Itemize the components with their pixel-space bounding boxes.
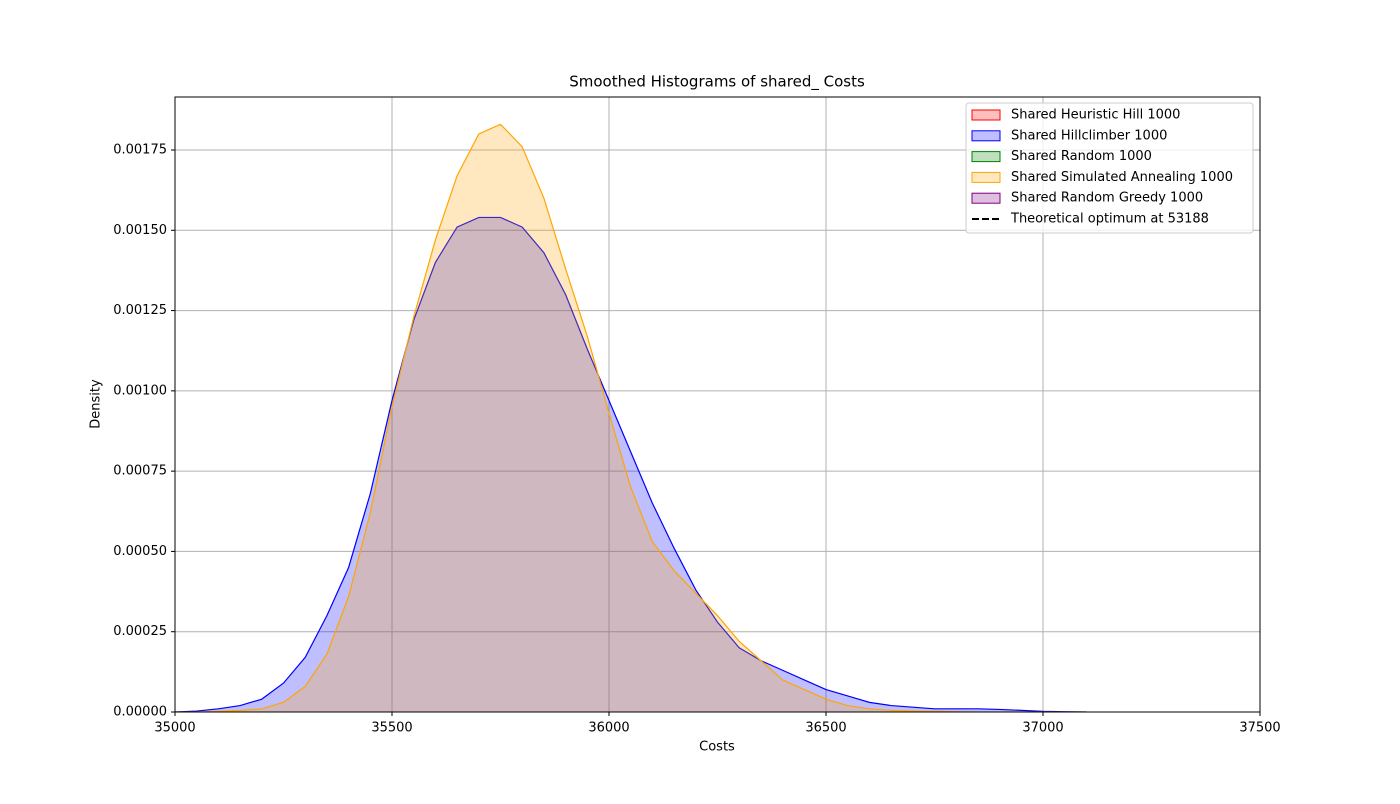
plot-area [175,123,1087,712]
legend-label: Shared Simulated Annealing 1000 [1011,170,1233,185]
legend-box [965,102,1254,234]
legend-patch [972,151,1000,162]
legend-label: Shared Random Greedy 1000 [1011,191,1203,206]
legend-label: Theoretical optimum at 53188 [1010,212,1209,227]
y-axis-label: Density [89,379,104,429]
legend-patch [972,193,1000,204]
x-tick-label: 37500 [1239,721,1280,736]
y-tick-label: 0.00175 [113,142,167,157]
legend-patch-edge [971,109,1001,121]
x-tick-label: 36000 [588,721,629,736]
legend-patch-edge [971,171,1001,183]
x-axis-label: Costs [699,740,735,755]
legend-patch-edge [971,151,1001,163]
legend-patch [972,172,1000,183]
legend-patch-edge [971,130,1001,142]
y-tick-label: 0.00125 [113,303,167,318]
y-tick-label: 0.00075 [113,464,167,479]
legend: Shared Heuristic Hill 1000 Shared Hillcli… [965,102,1254,234]
chart-title: Smoothed Histograms of shared_ Costs [569,73,865,92]
x-tick-label: 37000 [1022,721,1063,736]
y-tick-label: 0.00050 [113,544,167,559]
legend-label: Shared Random 1000 [1011,149,1152,164]
legend-patch [972,130,1000,141]
legend-patch-edge [971,192,1001,204]
x-tick-label: 35500 [371,721,412,736]
y-tick-label: 0.00000 [113,705,167,720]
x-tick-label: 36500 [805,721,846,736]
y-tick-label: 0.00100 [113,383,167,398]
plot-frame [174,96,1261,713]
legend-label: Shared Hillclimber 1000 [1011,128,1167,143]
density-line [175,216,1087,712]
x-tick-label: 35000 [154,721,195,736]
y-tick-label: 0.00025 [113,624,167,639]
area-fill [175,217,1087,712]
y-tick-label: 0.00150 [113,223,167,238]
legend-label: Shared Heuristic Hill 1000 [1011,108,1180,123]
legend-patch [972,110,1000,120]
area-fill [175,124,1087,712]
density-line [175,123,1087,712]
